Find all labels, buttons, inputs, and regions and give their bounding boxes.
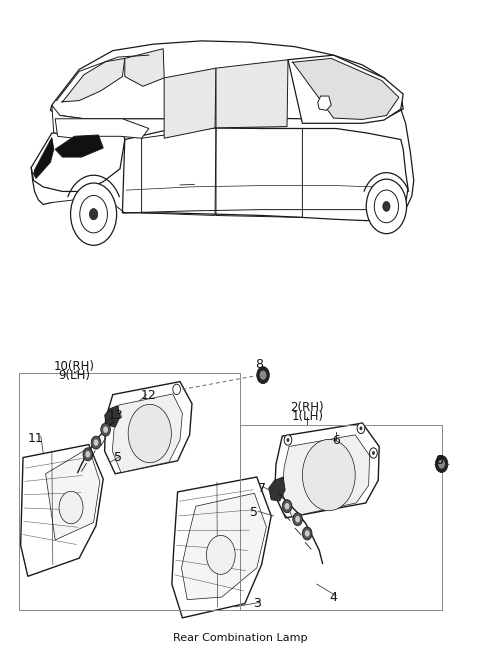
Text: 10(RH): 10(RH) <box>54 360 95 373</box>
Text: 8: 8 <box>255 358 263 371</box>
Circle shape <box>372 451 375 455</box>
Text: 12: 12 <box>141 389 156 402</box>
Polygon shape <box>112 394 182 472</box>
Polygon shape <box>105 406 120 427</box>
Circle shape <box>366 179 407 234</box>
Text: 4: 4 <box>330 591 337 604</box>
Polygon shape <box>292 58 399 119</box>
Polygon shape <box>125 49 164 86</box>
Circle shape <box>383 201 390 212</box>
Circle shape <box>302 439 355 511</box>
Text: 5: 5 <box>114 451 121 464</box>
Polygon shape <box>46 448 100 540</box>
Text: 1(LH): 1(LH) <box>291 410 323 422</box>
Text: Rear Combination Lamp: Rear Combination Lamp <box>173 633 307 643</box>
Circle shape <box>85 451 90 458</box>
Circle shape <box>101 423 110 436</box>
Polygon shape <box>55 135 103 157</box>
Circle shape <box>302 527 312 540</box>
Circle shape <box>287 438 289 442</box>
Polygon shape <box>21 445 103 576</box>
Polygon shape <box>50 41 403 120</box>
Text: 6: 6 <box>332 434 340 447</box>
Circle shape <box>206 535 235 574</box>
Text: 7: 7 <box>258 482 265 495</box>
Circle shape <box>91 436 101 449</box>
Circle shape <box>305 530 310 537</box>
Polygon shape <box>105 382 192 474</box>
Text: 13: 13 <box>108 409 123 422</box>
Bar <box>19 373 240 610</box>
Circle shape <box>435 456 448 472</box>
Circle shape <box>374 190 398 223</box>
Polygon shape <box>269 477 285 501</box>
Circle shape <box>284 435 292 445</box>
Circle shape <box>89 208 98 220</box>
Text: 11: 11 <box>28 432 44 445</box>
Circle shape <box>94 439 98 446</box>
Circle shape <box>357 423 365 434</box>
Polygon shape <box>164 68 216 138</box>
Circle shape <box>285 503 289 509</box>
Circle shape <box>293 513 302 526</box>
Text: 3: 3 <box>253 597 261 610</box>
Circle shape <box>260 371 266 380</box>
Polygon shape <box>61 58 125 102</box>
Circle shape <box>295 516 300 522</box>
Polygon shape <box>216 60 288 128</box>
Circle shape <box>71 183 117 245</box>
Polygon shape <box>318 96 331 110</box>
Polygon shape <box>31 130 125 191</box>
Circle shape <box>360 426 362 430</box>
Polygon shape <box>55 119 149 138</box>
Polygon shape <box>288 55 403 123</box>
Polygon shape <box>122 128 408 221</box>
Polygon shape <box>275 423 379 518</box>
Polygon shape <box>181 493 266 600</box>
Polygon shape <box>172 477 271 618</box>
Text: 9(LH): 9(LH) <box>59 369 90 382</box>
Bar <box>240 425 442 610</box>
Circle shape <box>59 491 83 524</box>
Circle shape <box>282 500 292 513</box>
Circle shape <box>128 404 171 463</box>
Circle shape <box>370 448 377 458</box>
Polygon shape <box>282 435 370 517</box>
Circle shape <box>173 384 180 395</box>
Circle shape <box>80 195 108 233</box>
Polygon shape <box>34 138 54 178</box>
Circle shape <box>257 367 269 384</box>
Text: 8: 8 <box>435 454 443 467</box>
Text: 2(RH): 2(RH) <box>290 401 324 414</box>
Text: 5: 5 <box>251 506 258 519</box>
Polygon shape <box>52 105 122 136</box>
Circle shape <box>438 459 445 469</box>
Circle shape <box>83 448 93 461</box>
Circle shape <box>103 426 108 433</box>
